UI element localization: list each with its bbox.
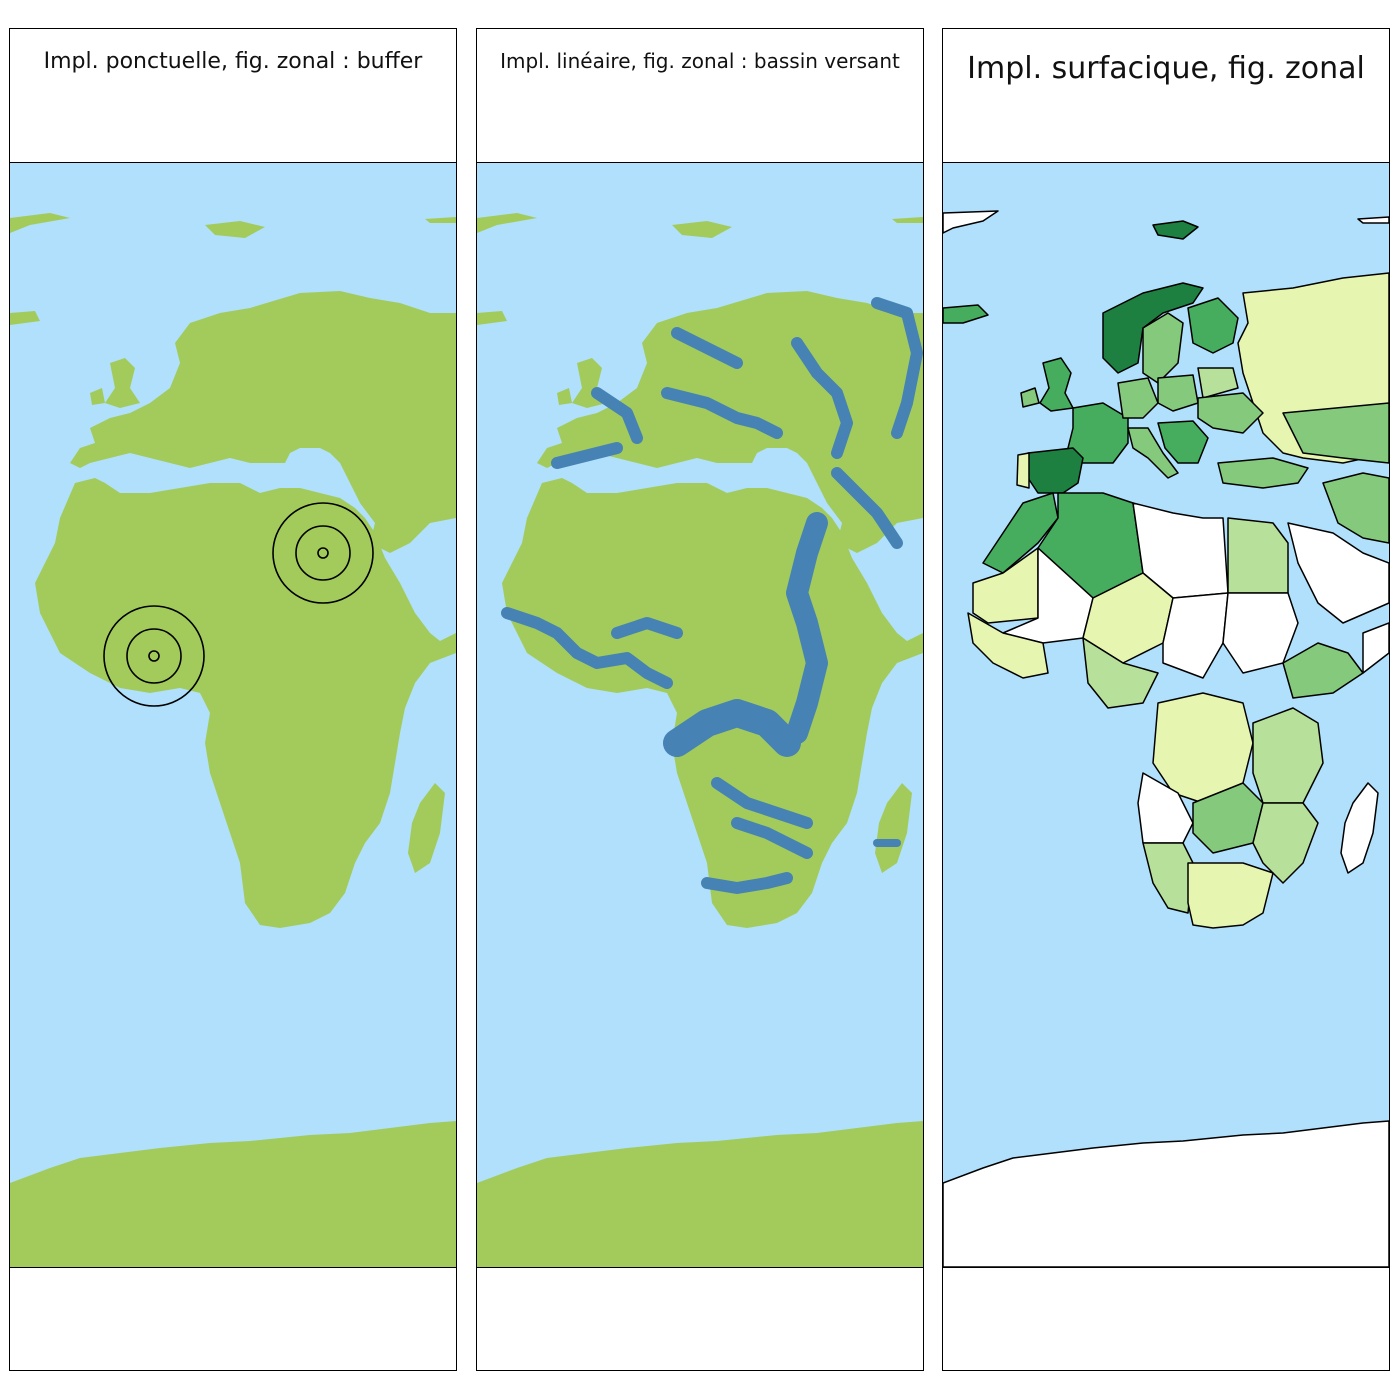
watershed-zambezi [731,817,813,859]
buffer-group-east [272,502,374,604]
country-france [1067,402,1129,464]
watershed-danube [661,387,783,439]
country-ukraine [1197,392,1264,434]
country-italy [1127,427,1179,479]
country-namibia [1142,842,1194,914]
country-somalia [1362,622,1389,674]
country-south-africa [1187,862,1274,929]
watershed-rhine [591,387,643,444]
country-finland [1187,297,1239,354]
watershed-volga [791,337,853,459]
panel-title-point: Impl. ponctuelle, fig. zonal : buffer [43,49,423,74]
country-ethiopia [1282,642,1364,699]
map-frame-line [477,162,923,1268]
country-antarctica [943,1120,1389,1267]
watershed-tigris [831,467,903,549]
country-kenya-tanzania [1252,707,1324,804]
country-egypt [1227,517,1289,594]
watershed-nile [786,512,828,744]
country-turkey [1217,457,1309,489]
watershed-congo-south [711,777,813,829]
country-belarus [1197,367,1239,399]
buffer-point [317,547,329,559]
country-spain [1027,447,1084,494]
land-mass [10,213,456,1267]
country-ireland [1020,387,1040,408]
watershed-layer [501,297,923,894]
buffer-point [148,650,160,662]
buffer-ring-middle [126,628,182,684]
watershed-baltic [671,327,743,369]
panel-title-line: Impl. linéaire, fig. zonal : bassin vers… [500,49,900,73]
map-frame-area [943,162,1389,1268]
country-uk [1039,357,1074,412]
country-iran [1322,472,1389,544]
panel-point-buffer: Impl. ponctuelle, fig. zonal : buffer [9,28,457,1371]
country-iceland [943,304,989,324]
country-balkans [1157,420,1209,464]
country-spitsbergen [1152,220,1199,240]
country-west-africa [967,612,1049,679]
country-madagascar [1340,782,1379,874]
watershed-iberia [551,442,623,469]
country-saudi-arabia [1287,522,1389,624]
panel-title-area: Impl. surfacique, fig. zonal [967,51,1365,86]
country-poland [1157,374,1199,412]
watershed-niger [501,607,673,689]
buffer-ring-middle [295,525,351,581]
country-sweden [1142,312,1184,384]
choropleth-layer [943,210,1389,1267]
panel-line-watershed: Impl. linéaire, fig. zonal : bassin vers… [476,28,924,1371]
country-norway [1102,282,1204,374]
country-arctic-islands [1357,216,1389,224]
country-portugal [1016,452,1030,489]
country-germany [1117,377,1159,419]
buffer-group-west [103,605,205,707]
country-mozambique [1252,802,1319,884]
buffer-ring-outer [272,502,374,604]
map-frame-point [10,162,456,1268]
country-chad [1162,592,1229,679]
watershed-orange [701,872,793,894]
country-kazakhstan [1282,402,1389,464]
country-greenland [943,210,999,234]
watershed-don [871,297,923,439]
watershed-lake-chad [611,617,683,639]
land-layer [10,213,456,1267]
buffer-ring-outer [103,605,205,707]
country-nigeria [1082,637,1159,709]
watershed-congo [663,699,801,757]
panel-area-choropleth: Impl. surfacique, fig. zonal [942,28,1390,1371]
